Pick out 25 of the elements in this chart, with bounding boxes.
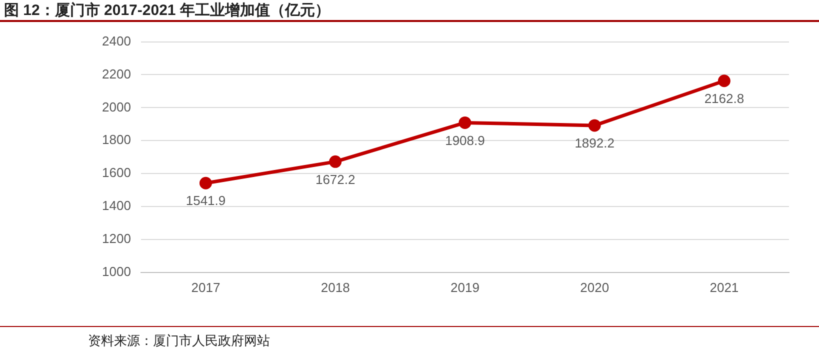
chart-title: 图 12：厦门市 2017-2021 年工业增加值（亿元） [4, 1, 330, 20]
x-tick-label: 2019 [450, 280, 480, 295]
y-tick-label: 1600 [102, 165, 131, 180]
x-tick-label: 2020 [580, 280, 610, 295]
y-tick-label: 1200 [102, 231, 131, 246]
point [588, 119, 601, 132]
y-tick-label: 2400 [102, 33, 131, 48]
point [718, 74, 730, 88]
y-tick-label: 1800 [102, 132, 131, 148]
text: 资料来源：厦门市人民政府网站 [88, 332, 270, 350]
data-label: 1908.9 [445, 132, 485, 148]
data-label: 1541.9 [186, 193, 226, 208]
data-label: 1672.2 [315, 172, 356, 187]
point [458, 116, 472, 129]
x-tick-label: 2018 [320, 280, 350, 295]
y-tick-label: 1000 [102, 264, 131, 279]
data-label: 2162.8 [704, 90, 744, 106]
y-tick-label: 2000 [102, 99, 131, 114]
x-tick-label: 2017 [191, 280, 220, 295]
point [329, 155, 342, 168]
data-label: 1892.2 [574, 136, 614, 151]
point [199, 176, 212, 190]
x-tick-label: 2021 [710, 280, 739, 295]
y-tick-label: 1400 [102, 198, 131, 214]
y-tick-label: 2200 [102, 66, 131, 82]
